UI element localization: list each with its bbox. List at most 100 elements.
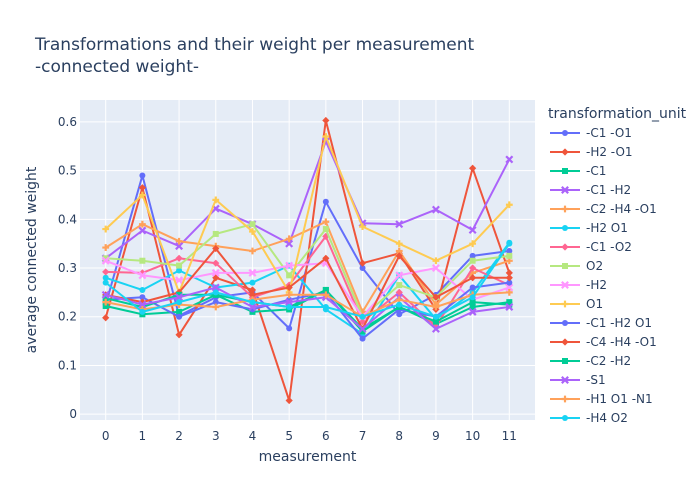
legend-title: transformation_unit xyxy=(548,106,687,122)
x-axis-title: measurement xyxy=(259,449,357,465)
series-15[interactable] xyxy=(102,240,513,320)
data-point xyxy=(138,298,146,306)
data-point xyxy=(211,268,220,277)
data-point xyxy=(432,293,440,301)
legend-marker xyxy=(561,148,569,156)
legend-marker xyxy=(561,338,569,346)
legend-item[interactable]: O1 xyxy=(550,297,603,311)
legend-label: -H2 xyxy=(586,278,607,292)
legend-marker xyxy=(562,415,568,421)
data-point xyxy=(212,299,219,306)
legend-label: -H2 -O1 xyxy=(586,145,633,159)
data-point xyxy=(322,286,329,293)
y-tick-label: 0.3 xyxy=(58,261,77,275)
data-point xyxy=(175,242,184,251)
y-axis-ticks: 0 0.1 0.2 0.3 0.4 0.5 0.6 xyxy=(58,115,77,421)
data-point xyxy=(322,254,330,262)
legend-item[interactable]: -C1 -H2 xyxy=(550,183,631,197)
x-tick-label: 3 xyxy=(212,429,220,443)
data-point xyxy=(468,226,477,235)
data-point xyxy=(322,291,330,299)
data-point xyxy=(102,268,110,276)
data-point xyxy=(248,303,257,311)
legend-label: O2 xyxy=(586,259,603,273)
data-point xyxy=(212,244,220,253)
legend-item[interactable]: -C1 -O1 xyxy=(550,126,632,140)
legend-item[interactable]: -C4 -H4 -O1 xyxy=(550,335,657,349)
legend-item[interactable]: -H4 O2 xyxy=(550,411,628,425)
data-point xyxy=(469,252,476,259)
data-point xyxy=(249,228,256,235)
legend-item[interactable]: O2 xyxy=(550,259,603,273)
data-point xyxy=(285,239,294,248)
x-tick-label: 2 xyxy=(175,429,183,443)
chart-title-line-2: -connected weight- xyxy=(35,57,199,77)
data-point xyxy=(286,304,293,311)
data-point xyxy=(139,172,146,179)
legend-label: -C2 -H2 xyxy=(586,354,631,368)
legend-marker xyxy=(561,186,569,194)
data-point xyxy=(359,313,366,320)
data-point xyxy=(249,299,256,306)
legend-item[interactable]: -C1 xyxy=(550,164,606,178)
data-point xyxy=(139,308,146,315)
legend-item[interactable]: -H1 O1 -N1 xyxy=(550,392,653,406)
legend[interactable]: -C1 -O1 -H2 -O1 -C1 -C1 -H2 -C2 -H4 -O1 -H2 O… xyxy=(550,126,657,425)
data-point xyxy=(469,294,476,301)
data-point xyxy=(176,291,183,298)
series-line xyxy=(105,291,510,318)
data-point xyxy=(285,283,293,292)
data-point xyxy=(432,257,440,265)
data-point xyxy=(432,322,440,331)
x-tick-label: 11 xyxy=(502,429,517,443)
data-point xyxy=(101,256,110,265)
data-point xyxy=(359,265,366,272)
data-point xyxy=(139,286,146,293)
data-point xyxy=(322,226,329,233)
data-point xyxy=(505,274,513,282)
legend-item[interactable]: -H2 xyxy=(550,278,607,292)
series-7[interactable] xyxy=(102,221,513,320)
series-line xyxy=(105,140,511,260)
data-point xyxy=(139,257,146,264)
data-point xyxy=(286,325,293,332)
legend-item[interactable]: -C1 -O2 xyxy=(550,240,632,254)
legend-item[interactable]: -C2 -H2 xyxy=(550,354,631,368)
series-3[interactable] xyxy=(101,137,514,263)
data-point xyxy=(469,240,477,248)
data-point xyxy=(285,291,293,299)
x-tick-label: 6 xyxy=(322,429,330,443)
data-point xyxy=(138,184,146,192)
data-point xyxy=(285,298,294,307)
legend-item[interactable]: -H2 -O1 xyxy=(550,145,633,159)
data-point xyxy=(505,283,514,292)
legend-item[interactable]: -C1 -H2 O1 xyxy=(550,316,652,330)
data-point xyxy=(506,247,513,254)
data-point xyxy=(138,226,147,235)
data-point xyxy=(175,293,184,302)
series-line xyxy=(105,281,510,340)
data-point xyxy=(469,164,477,172)
legend-label: -H1 O1 -N1 xyxy=(586,392,653,406)
legend-label: -H2 O1 xyxy=(586,221,628,235)
legend-item[interactable]: -S1 xyxy=(550,373,606,387)
data-point xyxy=(102,225,110,233)
x-axis-ticks: 0 1 2 3 4 5 6 7 8 9 10 11 xyxy=(102,429,517,443)
series-line xyxy=(105,259,510,318)
data-point xyxy=(396,282,403,289)
data-point xyxy=(469,264,477,272)
data-point xyxy=(175,254,183,262)
data-point xyxy=(469,274,477,282)
data-point xyxy=(469,299,476,306)
data-point xyxy=(395,271,404,280)
data-point xyxy=(506,279,513,286)
legend-item[interactable]: -H2 O1 xyxy=(550,221,628,235)
data-point xyxy=(138,220,146,228)
legend-item[interactable]: -C2 -H4 -O1 xyxy=(550,202,657,216)
y-tick-label: 0.5 xyxy=(58,164,77,178)
data-point xyxy=(212,196,220,204)
data-point xyxy=(102,303,109,310)
legend-label: -S1 xyxy=(586,373,606,387)
data-point xyxy=(322,133,330,140)
